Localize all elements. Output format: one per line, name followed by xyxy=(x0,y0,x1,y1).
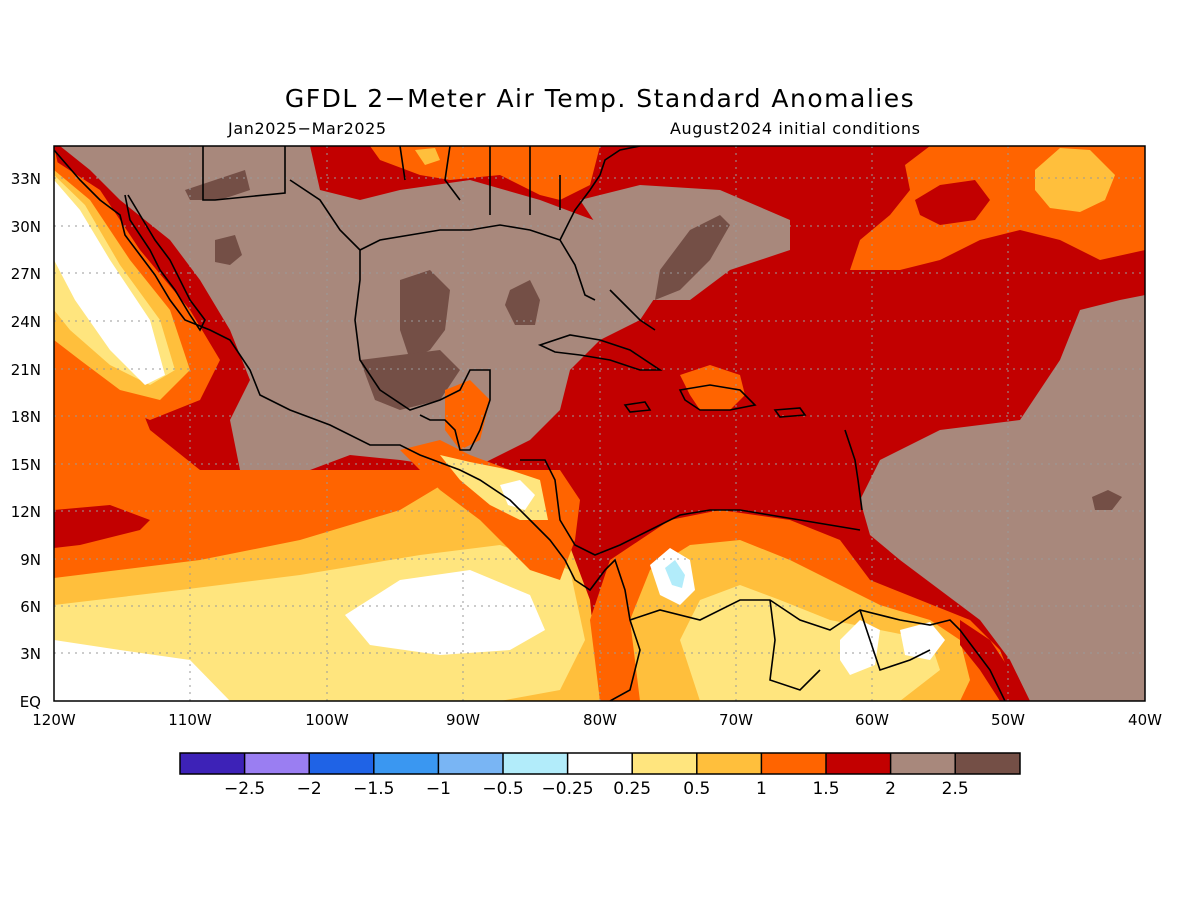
legend-label: 0.5 xyxy=(683,779,710,799)
pacific-white-south xyxy=(54,640,230,701)
lat-label: 33N xyxy=(11,170,41,188)
lat-label: 3N xyxy=(20,645,41,663)
lat-label: EQ xyxy=(20,693,41,711)
legend-label: −1 xyxy=(426,779,451,799)
pacific-band-red xyxy=(54,505,150,548)
central-america-white xyxy=(500,480,535,510)
baja-peninsula xyxy=(124,194,206,332)
legend-swatch xyxy=(761,753,826,774)
legend-swatch xyxy=(890,753,956,774)
map-frame xyxy=(53,145,1146,702)
legend-swatch xyxy=(373,753,439,774)
lat-label: 6N xyxy=(20,598,41,616)
legend-label: −2.5 xyxy=(224,779,265,799)
lat-label: 12N xyxy=(11,503,41,521)
legend-swatch xyxy=(438,753,503,774)
suriname-border xyxy=(859,609,931,672)
legend-swatch xyxy=(632,753,697,774)
central-america-orange xyxy=(400,440,580,580)
map-field xyxy=(54,146,1145,701)
atlantic-dark-streak xyxy=(655,215,730,300)
usa-dark-blob xyxy=(185,170,250,200)
legend-label: −0.5 xyxy=(482,779,523,799)
chart-title: GFDL 2−Meter Air Temp. Standard Anomalie… xyxy=(284,84,916,113)
gulf-east-dark xyxy=(505,280,540,325)
lon-label: 100W xyxy=(305,711,349,729)
gulf-coast xyxy=(289,179,491,451)
florida xyxy=(559,146,641,241)
lat-label: 18N xyxy=(11,408,41,426)
lat-label: 27N xyxy=(11,265,41,283)
legend-label: −0.25 xyxy=(542,779,594,799)
us-light-patch xyxy=(415,148,440,165)
lat-label: 24N xyxy=(11,313,41,331)
lat-label: 15N xyxy=(11,456,41,474)
lon-label: 40W xyxy=(1128,711,1162,729)
legend-label: 2.5 xyxy=(942,779,969,799)
brazil-red xyxy=(960,620,1030,701)
forecast-period: Jan2025−Mar2025 xyxy=(228,119,387,138)
cuba xyxy=(537,334,663,371)
guiana-white-east xyxy=(900,622,945,660)
lon-label: 120W xyxy=(32,711,76,729)
initial-conditions: August2024 initial conditions xyxy=(670,119,921,138)
legend-swatch xyxy=(180,753,245,774)
puerto-rico xyxy=(773,407,807,418)
color-bar-border xyxy=(179,752,1021,775)
mexico-dark-blob xyxy=(215,235,242,265)
lon-label: 90W xyxy=(446,711,480,729)
guiana-white xyxy=(840,620,880,675)
venezuela-blue xyxy=(665,560,685,588)
lon-label: 60W xyxy=(855,711,889,729)
legend-label: 2 xyxy=(885,779,896,799)
ne-atlantic-red-blob xyxy=(915,180,990,225)
hispaniola xyxy=(678,384,757,411)
us-borders xyxy=(202,146,561,215)
latitude-labels: EQ 3N 6N 9N 12N 15N 18N 21N 24N 27N 30N … xyxy=(11,170,41,711)
pacific-coast xyxy=(54,149,641,701)
bahamas xyxy=(609,289,656,331)
jamaica xyxy=(623,401,652,413)
ne-atlantic-light xyxy=(1035,148,1115,212)
lesser-antilles xyxy=(844,429,863,511)
legend-label: −1.5 xyxy=(353,779,394,799)
gulf-dark-blob xyxy=(400,270,450,360)
legend-label: 0.25 xyxy=(613,779,651,799)
legend-swatch xyxy=(955,753,1020,774)
legend-swatch xyxy=(244,753,310,774)
lat-label: 30N xyxy=(11,218,41,236)
legend-swatch xyxy=(567,753,633,774)
baja-white xyxy=(54,180,165,385)
lat-label: 21N xyxy=(11,361,41,379)
legend-swatch xyxy=(826,753,891,774)
color-bar: −2.5 −2 −1.5 −1 −0.5 −0.25 0.25 0.5 1 1.… xyxy=(179,752,1021,799)
south-america-yellow xyxy=(680,585,940,701)
pacific-white-patch xyxy=(345,570,545,655)
legend-label: −2 xyxy=(297,779,322,799)
legend-label: 1.5 xyxy=(812,779,839,799)
lon-label: 80W xyxy=(583,711,617,729)
hispaniola-orange xyxy=(680,365,745,410)
legend-swatch xyxy=(309,753,374,774)
lon-label: 50W xyxy=(991,711,1025,729)
legend-swatch xyxy=(696,753,762,774)
legend-label: 1 xyxy=(756,779,767,799)
lon-label: 70W xyxy=(719,711,753,729)
yucatan-dark-blob xyxy=(360,350,460,410)
east-atlantic-brown xyxy=(860,295,1145,701)
map-graticule xyxy=(54,146,1145,701)
caribbean-coast-south xyxy=(520,459,861,556)
guyana-border xyxy=(769,599,821,691)
lon-label: 110W xyxy=(168,711,212,729)
legend-swatch xyxy=(503,753,568,774)
longitude-labels: 120W 110W 100W 90W 80W 70W 60W 50W 40W xyxy=(32,711,1162,729)
atlantic-dark-dot xyxy=(1092,490,1122,510)
lat-label: 9N xyxy=(20,551,41,569)
gulf-north-coast xyxy=(359,224,596,301)
coastlines xyxy=(54,146,1006,701)
